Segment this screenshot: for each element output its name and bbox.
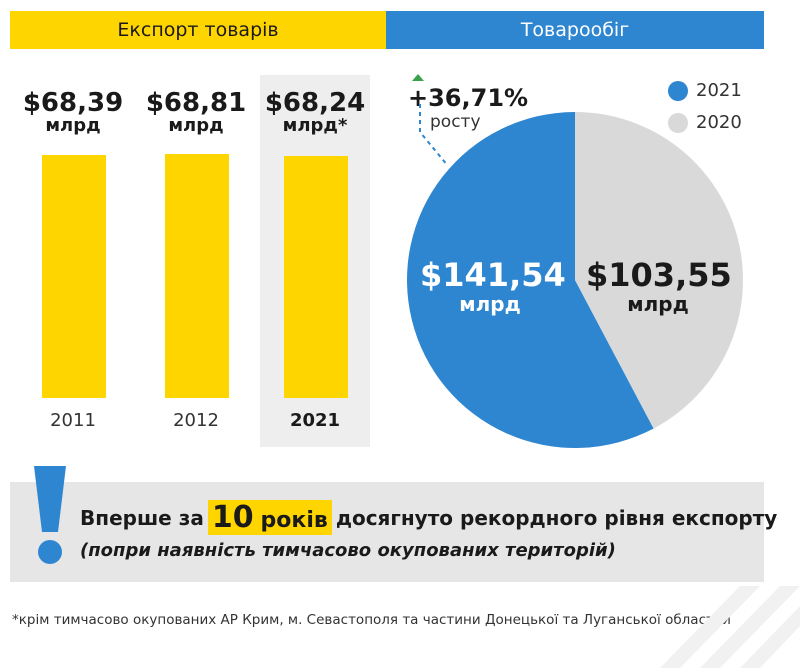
pie-slice-2020: [575, 112, 743, 429]
callout-text-before: Вперше за: [80, 505, 204, 530]
exclamation-icon: [34, 466, 66, 564]
growth-value: +36,71%: [408, 84, 529, 112]
legend-item-2020: 2020: [668, 112, 742, 133]
slice-label-2021: $141,54 млрд: [420, 256, 566, 317]
legend-dot-2020: [668, 112, 688, 133]
callout-headline: Вперше за 10 років досягнуто рекордного …: [80, 500, 777, 535]
bar-value-2011: $68,39 млрд: [13, 88, 133, 137]
turnover-title: Товарообіг: [520, 19, 630, 41]
slice-amount-2020: $103,55: [586, 256, 732, 294]
growth-arrow-icon: [412, 74, 424, 81]
slice-unit-2020: млрд: [627, 292, 689, 317]
legend-label-2021: 2021: [696, 80, 742, 101]
export-title: Експорт товарів: [117, 19, 279, 41]
growth-label: росту: [430, 112, 481, 132]
bar-value-amount: $68,81: [145, 88, 247, 118]
callout-highlight-word: років: [260, 508, 328, 533]
bar-2011: [42, 155, 106, 398]
bar-value-amount: $68,39: [22, 88, 124, 118]
pie-slice-2021: [407, 112, 654, 448]
bar-2012: [165, 153, 229, 398]
turnover-header: Товарообіг: [386, 11, 764, 49]
bar-value-2012: $68,81 млрд: [136, 88, 256, 137]
year-label-2012: 2012: [173, 410, 219, 431]
callout-highlight-number: 10: [211, 500, 254, 535]
slice-label-2020: $103,55 млрд: [586, 256, 732, 317]
bar-value-2021: $68,24 млрд*: [255, 88, 375, 137]
bar-value-unit: млрд: [45, 115, 101, 137]
slice-amount-2021: $141,54: [420, 256, 566, 294]
bar-value-amount: $68,24: [264, 88, 366, 118]
bar-value-unit: млрд*: [282, 115, 348, 137]
export-header: Експорт товарів: [10, 11, 386, 49]
legend-item-2021: 2021: [668, 80, 742, 101]
callout-subtext: (попри наявність тимчасово окупованих те…: [80, 540, 616, 561]
callout-highlight: 10 років: [207, 500, 332, 535]
bar-value-unit: млрд: [168, 115, 224, 137]
bar-2021: [284, 155, 348, 398]
footnote: *крім тимчасово окупованих АР Крим, м. С…: [12, 612, 731, 628]
decorative-stripes: [660, 586, 800, 668]
legend-dot-2021: [668, 80, 688, 101]
legend-label-2020: 2020: [696, 112, 742, 133]
growth-leader-line: [419, 104, 449, 167]
year-label-2011: 2011: [50, 410, 96, 431]
callout-box: [10, 482, 764, 582]
year-label-2021: 2021: [289, 410, 341, 431]
slice-unit-2021: млрд: [459, 292, 521, 317]
callout-text-after: досягнуто рекордного рівня експорту: [335, 505, 778, 530]
